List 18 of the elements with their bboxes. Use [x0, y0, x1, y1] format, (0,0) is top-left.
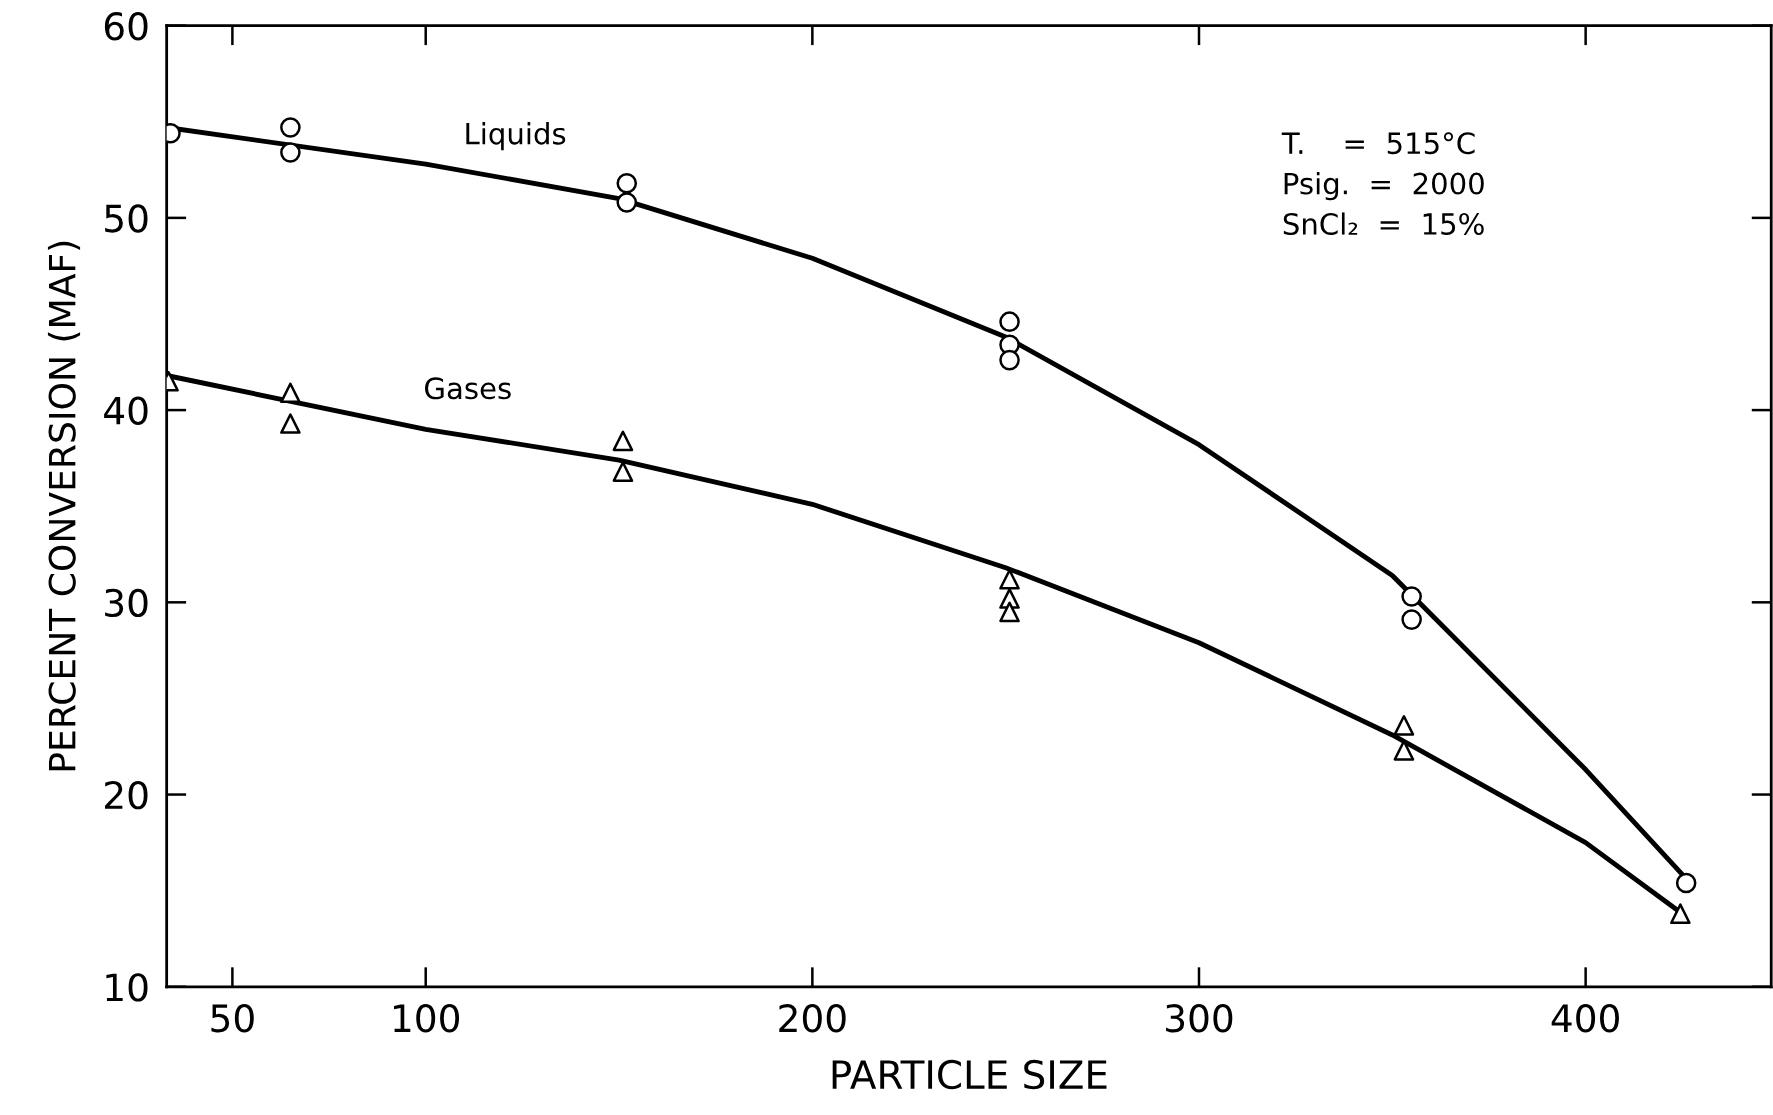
- y-tick-label: 10: [106, 973, 148, 1002]
- annotation: Liquids: [466, 122, 566, 151]
- annotation: T. = 515°C: [1281, 132, 1475, 155]
- x-tick-label: 300: [1166, 1004, 1233, 1033]
- y-tick-label: 20: [105, 780, 148, 810]
- annotation: SnCl₂ = 15%: [1283, 212, 1484, 235]
- y-axis-title: PERCENT CONVERSION (MAF): [47, 241, 81, 771]
- y-tick-label: 50: [105, 204, 148, 233]
- x-tick-label: 100: [394, 1004, 460, 1033]
- y-tick-label: 60: [104, 12, 148, 41]
- y-tick-label: 40: [104, 396, 148, 425]
- annotation: Psig. = 2000: [1284, 172, 1484, 201]
- x-tick-label: 200: [779, 1004, 846, 1033]
- x-tick-label: 400: [1551, 1004, 1619, 1033]
- annotation: Gases: [425, 377, 511, 400]
- y-tick-label: 30: [105, 588, 148, 618]
- x-axis-title: PARTICLE SIZE: [832, 1059, 1107, 1090]
- x-tick-label: 50: [211, 1004, 254, 1033]
